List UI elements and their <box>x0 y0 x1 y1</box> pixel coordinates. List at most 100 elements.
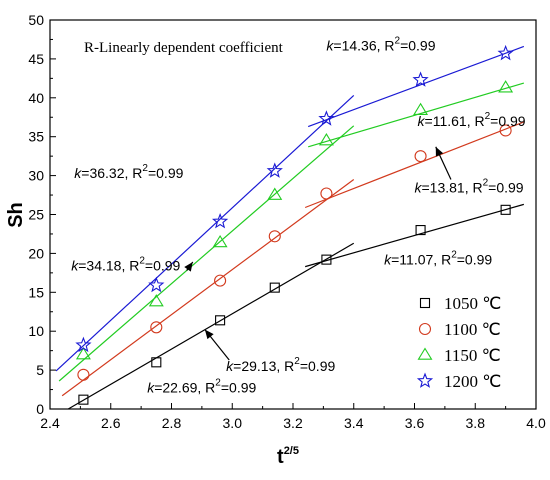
annotation-r2-sup: 2 <box>142 163 148 174</box>
annotation-k-symbol: k <box>384 251 392 267</box>
y-tick-label: 45 <box>28 51 44 67</box>
annotation-r2-value: =0.99 <box>145 258 181 274</box>
y-axis-title: Sh <box>5 202 27 228</box>
annotation-k-value: =13.81, R <box>422 180 483 196</box>
x-tick-label: 2.8 <box>162 415 182 431</box>
data-point <box>212 234 228 248</box>
annotation-r2-value: =0.99 <box>221 380 257 396</box>
data-point <box>150 321 163 334</box>
series-0 <box>67 203 525 410</box>
y-tick-label: 0 <box>36 401 44 417</box>
annotation-arrowhead <box>184 261 193 272</box>
x-tick-label: 3.0 <box>223 415 243 431</box>
data-point <box>413 102 429 116</box>
fit-line <box>61 179 355 397</box>
annotation-arrowhead <box>204 329 214 340</box>
data-point <box>415 225 426 236</box>
x-tick-label: 2.6 <box>101 415 121 431</box>
annotation-k-value: =22.69, R <box>154 380 215 396</box>
annotation-k-value: =14.36, R <box>333 37 394 53</box>
data-point <box>320 187 333 200</box>
annotation-k-symbol: k <box>226 358 234 374</box>
data-point <box>499 124 512 137</box>
annotation-r2-sup: 2 <box>451 249 457 260</box>
annotation-r2-value: =0.99 <box>300 358 336 374</box>
data-point <box>211 212 229 229</box>
fit-annotation: k=11.61, R2=0.99 <box>418 111 526 129</box>
y-tick-label: 30 <box>28 168 44 184</box>
chart-note: R-Linearly dependent coefficient <box>84 40 284 56</box>
x-tick-label: 3.8 <box>466 415 486 431</box>
fit-annotation: k=13.81, R2=0.99 <box>415 178 524 196</box>
legend-label: 1150 ℃ <box>444 346 501 365</box>
annotation-k-value: =29.13, R <box>233 358 294 374</box>
annotation-r2-sup: 2 <box>485 111 491 122</box>
annotation-k-symbol: k <box>74 165 82 181</box>
data-point <box>151 357 162 368</box>
data-point <box>498 80 514 93</box>
legend-marker <box>418 322 432 336</box>
annotation-k-value: =11.07, R <box>391 251 451 267</box>
data-point <box>148 276 165 293</box>
fit-line <box>58 125 355 382</box>
legend-marker <box>419 297 431 309</box>
y-tick-label: 35 <box>28 129 44 145</box>
data-point <box>414 150 427 163</box>
annotation-r2-sup: 2 <box>395 35 401 46</box>
x-tick-label: 4.0 <box>526 415 546 431</box>
annotation-r2-value: =0.99 <box>148 165 184 181</box>
annotation-k-symbol: k <box>71 258 79 274</box>
legend-marker <box>416 372 434 388</box>
fit-annotation: k=29.13, R2=0.99 <box>226 356 335 374</box>
data-point <box>214 274 227 287</box>
legend-label: 1200 ℃ <box>444 372 501 391</box>
fit-annotation: k=34.18, R2=0.99 <box>71 256 180 274</box>
x-axis-title-sup: 2/5 <box>284 445 299 457</box>
data-point <box>215 315 226 326</box>
data-point <box>318 133 334 146</box>
fit-line <box>304 203 525 268</box>
data-point <box>267 187 283 200</box>
annotation-r2-value: =0.99 <box>488 180 524 196</box>
annotation-k-symbol: k <box>418 113 426 129</box>
data-point <box>77 368 90 381</box>
data-point <box>269 282 280 293</box>
annotation-k-symbol: k <box>147 380 155 396</box>
fit-line <box>55 95 355 372</box>
data-point <box>318 110 335 126</box>
data-point <box>268 230 281 243</box>
series-3 <box>55 44 525 372</box>
data-point <box>497 44 514 61</box>
annotation-r2-sup: 2 <box>139 256 145 267</box>
annotation-r2-value: =0.99 <box>490 113 526 129</box>
series-1 <box>61 121 525 397</box>
legend: 1050 ℃ 1100 ℃ 1150 ℃ 1200 ℃ <box>416 294 501 391</box>
y-tick-label: 15 <box>28 284 44 300</box>
annotation-k-value: =36.32, R <box>81 165 142 181</box>
data-point <box>500 204 511 215</box>
data-point <box>75 336 92 353</box>
x-tick-label: 3.6 <box>405 415 425 431</box>
data-point <box>78 394 89 405</box>
fit-line <box>304 121 525 209</box>
fit-annotation: k=22.69, R2=0.99 <box>147 378 256 396</box>
annotation-k-symbol: k <box>415 180 423 196</box>
data-point <box>321 254 332 265</box>
y-tick-label: 25 <box>28 207 44 223</box>
y-tick-label: 10 <box>28 323 44 339</box>
fit-annotation: k=11.07, R2=0.99 <box>384 249 492 267</box>
fit-annotation: k=14.36, R2=0.99 <box>326 35 435 53</box>
x-axis-title-base: t <box>277 446 284 468</box>
y-tick-label: 50 <box>28 12 44 28</box>
x-axis-title: t2/5 <box>277 445 299 468</box>
annotation-r2-value: =0.99 <box>457 251 493 267</box>
annotation-k-symbol: k <box>326 37 334 53</box>
annotation-r2-sup: 2 <box>294 356 300 367</box>
annotation-r2-sup: 2 <box>483 178 489 189</box>
y-tick-label: 40 <box>28 90 44 106</box>
data-point <box>148 294 164 307</box>
data-point <box>412 71 429 87</box>
annotation-k-value: =34.18, R <box>78 258 139 274</box>
fit-line <box>307 45 525 128</box>
